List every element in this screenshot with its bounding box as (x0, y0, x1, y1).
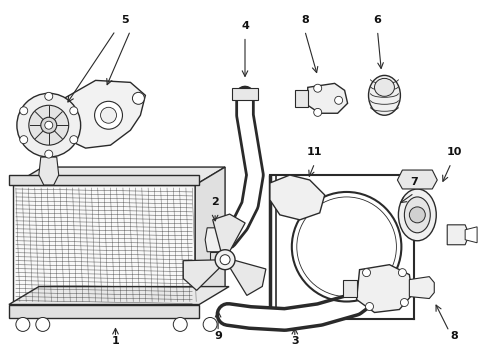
Polygon shape (195, 167, 225, 305)
Polygon shape (210, 252, 220, 262)
Text: 6: 6 (373, 15, 381, 24)
Circle shape (17, 93, 81, 157)
Text: 5: 5 (122, 15, 129, 24)
Circle shape (132, 92, 145, 104)
Circle shape (70, 107, 78, 115)
Circle shape (41, 117, 57, 133)
Text: 2: 2 (211, 197, 219, 207)
Circle shape (314, 84, 322, 92)
Polygon shape (13, 167, 225, 185)
Ellipse shape (368, 75, 400, 115)
Circle shape (220, 255, 230, 265)
Circle shape (335, 96, 343, 104)
Circle shape (70, 136, 78, 144)
Circle shape (20, 107, 28, 115)
Polygon shape (9, 287, 229, 305)
Polygon shape (343, 280, 357, 297)
Polygon shape (39, 157, 59, 185)
Circle shape (203, 318, 217, 332)
Circle shape (366, 302, 373, 310)
Circle shape (100, 107, 117, 123)
Polygon shape (270, 175, 325, 220)
Polygon shape (183, 260, 221, 291)
Polygon shape (9, 175, 199, 185)
Circle shape (314, 108, 322, 116)
Circle shape (20, 136, 28, 144)
Circle shape (173, 318, 187, 332)
Text: 7: 7 (411, 177, 418, 187)
Polygon shape (397, 170, 437, 189)
Polygon shape (295, 90, 308, 107)
Circle shape (29, 105, 69, 145)
Circle shape (45, 121, 53, 129)
Circle shape (398, 269, 406, 276)
Polygon shape (308, 84, 347, 113)
Text: 8: 8 (450, 332, 458, 341)
Polygon shape (357, 265, 413, 312)
Circle shape (16, 318, 30, 332)
Text: 11: 11 (307, 147, 322, 157)
Text: 10: 10 (446, 147, 462, 157)
Text: 1: 1 (112, 336, 120, 346)
Polygon shape (61, 80, 146, 148)
Circle shape (400, 298, 408, 306)
Ellipse shape (374, 78, 394, 96)
Polygon shape (213, 214, 245, 253)
Polygon shape (229, 260, 266, 296)
Circle shape (363, 269, 370, 276)
Polygon shape (205, 228, 225, 252)
Ellipse shape (404, 197, 430, 233)
Polygon shape (13, 185, 195, 305)
Circle shape (45, 92, 53, 100)
Ellipse shape (398, 189, 436, 241)
Text: 4: 4 (241, 21, 249, 31)
Text: 3: 3 (291, 336, 298, 346)
Circle shape (36, 318, 50, 332)
Polygon shape (409, 276, 434, 298)
Circle shape (45, 150, 53, 158)
Polygon shape (447, 225, 469, 245)
Circle shape (215, 250, 235, 270)
Text: 9: 9 (214, 332, 222, 341)
Text: 8: 8 (301, 15, 309, 24)
Circle shape (409, 207, 425, 223)
Polygon shape (9, 305, 199, 319)
Polygon shape (465, 227, 477, 243)
Polygon shape (232, 88, 258, 100)
Circle shape (95, 101, 122, 129)
